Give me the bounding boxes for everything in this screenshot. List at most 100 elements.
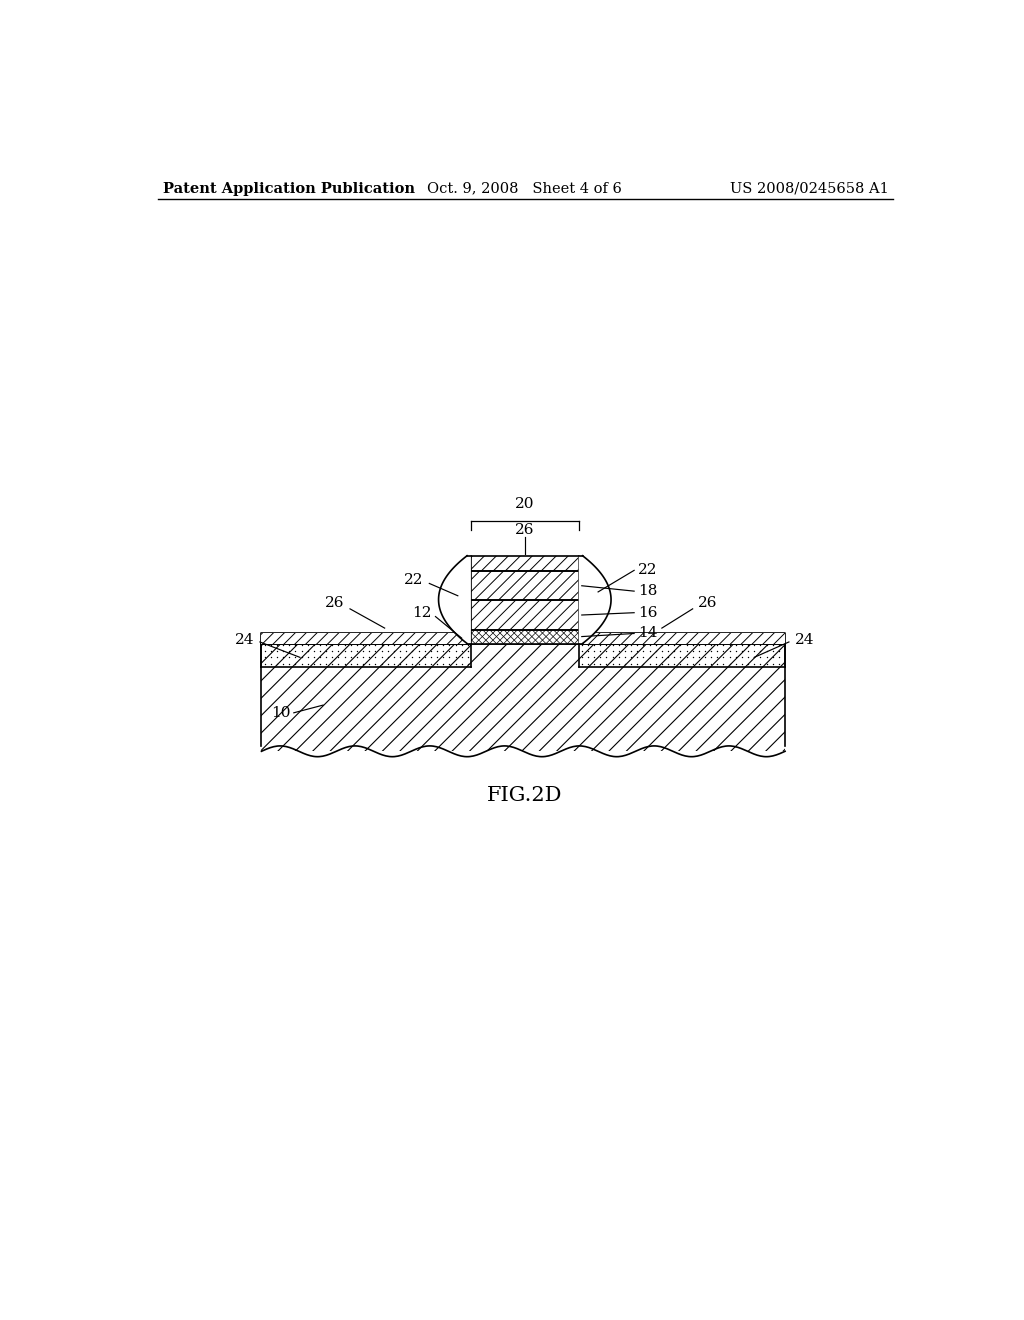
Point [355,653,372,675]
Point [623,640,639,661]
Point [641,653,657,675]
Point [349,635,366,656]
Point [623,635,639,656]
Point [684,647,700,668]
Point [392,647,409,668]
Point [441,640,458,661]
Point [734,653,751,675]
Point [374,635,390,656]
Point [274,635,291,656]
Point [417,635,433,656]
Point [386,635,402,656]
Point [641,635,657,656]
Point [293,640,309,661]
Point [765,640,781,661]
Point [380,647,396,668]
Point [573,640,590,661]
Point [759,647,775,668]
Point [398,635,415,656]
Point [690,635,707,656]
Point [702,647,719,668]
Point [305,635,322,656]
Point [765,647,781,668]
Point [337,640,353,661]
Point [447,653,464,675]
Point [653,647,670,668]
Point [771,640,787,661]
Point [722,653,738,675]
Point [386,647,402,668]
Point [404,647,421,668]
Point [268,653,285,675]
Text: Oct. 9, 2008   Sheet 4 of 6: Oct. 9, 2008 Sheet 4 of 6 [427,182,623,195]
Point [299,640,315,661]
Point [325,635,341,656]
Point [666,640,682,661]
Text: 16: 16 [638,606,657,619]
Point [684,635,700,656]
Point [716,640,732,661]
Point [653,640,670,661]
Point [274,647,291,668]
Point [287,647,303,668]
Point [349,640,366,661]
Point [411,635,427,656]
Point [629,653,645,675]
Point [573,653,590,675]
Point [696,635,713,656]
Point [447,647,464,668]
Point [441,653,458,675]
Point [709,653,725,675]
Point [398,640,415,661]
Point [417,647,433,668]
Point [696,647,713,668]
Point [635,653,651,675]
Point [411,647,427,668]
Point [454,647,470,668]
Point [299,647,315,668]
Point [281,647,297,668]
Point [343,653,359,675]
Point [386,640,402,661]
Point [746,640,763,661]
Point [610,647,627,668]
Bar [261,632,471,644]
Point [460,647,476,668]
Point [392,653,409,675]
Point [331,647,347,668]
Point [256,647,272,668]
Point [404,640,421,661]
Point [454,653,470,675]
Point [281,635,297,656]
Point [331,653,347,675]
Point [734,640,751,661]
Point [734,635,751,656]
Point [325,647,341,668]
Point [672,653,688,675]
Point [635,635,651,656]
Text: 10: 10 [271,706,291,719]
Point [629,647,645,668]
Point [740,647,757,668]
Point [629,640,645,661]
Point [616,635,633,656]
Point [411,653,427,675]
Point [331,635,347,656]
Point [311,647,328,668]
Bar [471,556,579,644]
Point [604,635,621,656]
Point [262,640,279,661]
Point [435,647,452,668]
Point [722,635,738,656]
Point [586,635,602,656]
Point [580,653,596,675]
Point [690,640,707,661]
Point [690,647,707,668]
Point [659,640,676,661]
Point [716,647,732,668]
Point [728,640,744,661]
Point [281,640,297,661]
Point [460,635,476,656]
Point [598,635,614,656]
Point [349,647,366,668]
